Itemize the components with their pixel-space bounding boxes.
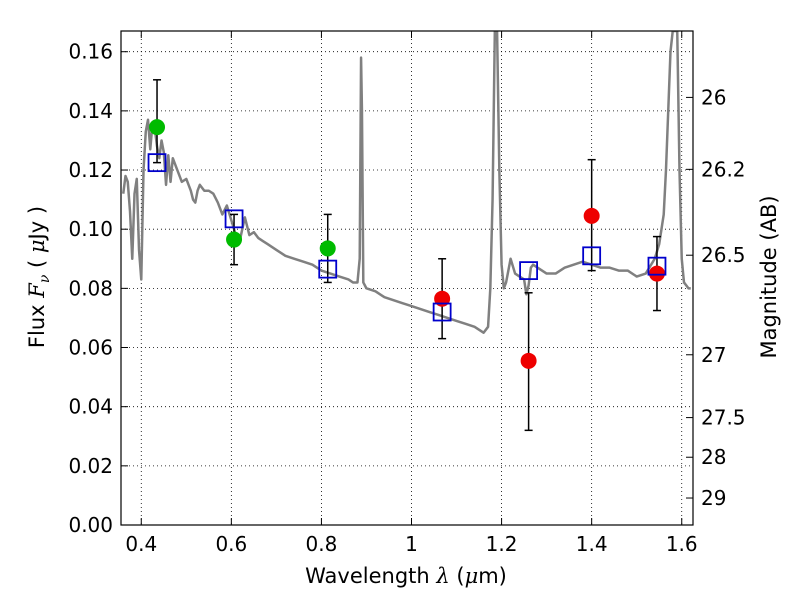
y-tick-label-1: 0.02 [68,454,113,478]
nir-point-3 [648,265,665,282]
y-axis-label-unit-math: μ [25,239,49,253]
y-tick-label-0: 0.00 [68,513,113,537]
x-tick-label-6: 1.6 [666,532,698,556]
model-photometry-square-3 [432,302,452,322]
x-axis-label-unit-math: μ [465,564,479,588]
model-photometry-square-6 [647,256,667,276]
y-tick-label-7: 0.14 [68,99,113,123]
y2-tick-label-1: 26.2 [701,157,746,181]
y-axis-label-prefix: Flux [25,298,49,348]
y2-tick-label-3: 27 [701,343,726,367]
y-tick-label-4: 0.08 [68,276,113,300]
optical-point-1 [226,231,243,248]
optical-point-0 [149,119,166,136]
model-photometry-square-5 [582,246,602,266]
x-tick-label-2: 0.8 [306,532,338,556]
y-axis-label: Flux Fν ( μJy ) [25,206,53,348]
x-axis-label-unit-open: ( [450,564,465,588]
x-tick-label-1: 0.6 [215,532,247,556]
nir-point-1 [520,352,537,369]
model-photometry-square-0 [147,153,167,173]
x-axis-label: Wavelength λ (μm) [305,564,507,588]
y-axis-label-subscript: ν [37,274,53,283]
x-axis-label-prefix: Wavelength [305,564,436,588]
y2-tick-label-5: 28 [701,445,726,469]
plot-frame [120,30,694,526]
y2-tick-label-2: 26.5 [701,243,746,267]
right-axis-label: Magnitude (AB) [757,195,781,358]
model-spectrum [122,31,691,334]
model-photometry-square-4 [519,261,539,281]
x-tick-label-0: 0.4 [125,532,157,556]
grid-lines [121,31,693,526]
y-tick-label-5: 0.10 [68,217,113,241]
x-tick-label-5: 1.4 [576,532,608,556]
error-bars [153,79,661,432]
model-photometry-square-1 [224,209,244,229]
nir-point-2 [583,207,600,224]
y-axis-label-unit-open: ( [25,253,49,275]
y-tick-label-8: 0.16 [68,40,113,64]
y2-tick-label-4: 27.5 [701,406,746,430]
y-tick-label-3: 0.06 [68,336,113,360]
x-axis-label-unit-rest: m) [478,564,507,588]
model-spectrum-line [122,31,691,334]
y-axis-label-symbol: F [25,282,49,299]
model-photometry-points [147,153,667,322]
model-photometry-square-2 [318,259,338,279]
x-axis-label-symbol: λ [435,564,449,588]
x-tick-label-4: 1.2 [486,532,518,556]
plot-border [120,30,694,526]
optical-point-2 [319,240,336,257]
x-tick-label-3: 1 [405,532,418,556]
observed-points [149,119,665,369]
y2-tick-label-0: 26 [701,85,726,109]
tick-labels: 0.4 0.6 0.8 1 1.2 1.4 1.6 0.00 0.02 0.04 0.06 0.08 0… [68,40,745,556]
y-axis-label-unit-rest: Jy ) [25,206,49,242]
axis-ticks [121,31,693,526]
y2-tick-label-6: 29 [701,486,726,510]
y-tick-label-6: 0.12 [68,158,113,182]
y-tick-label-2: 0.04 [68,395,113,419]
